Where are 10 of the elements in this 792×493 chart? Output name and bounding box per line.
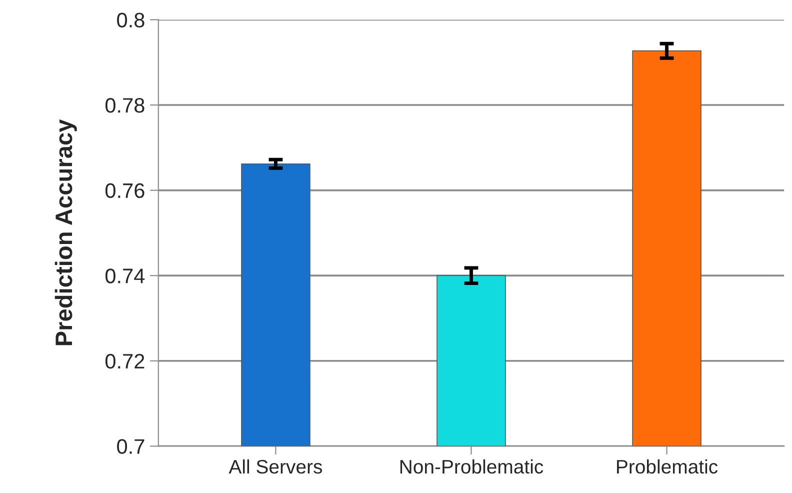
y-tick-label: 0.8 bbox=[117, 12, 144, 28]
y-tick-label: 0.74 bbox=[105, 268, 145, 284]
y-tick-label: 0.76 bbox=[105, 183, 144, 198]
x-tick-label: Non-Problematic bbox=[400, 459, 544, 474]
y-tick-label: 0.72 bbox=[105, 354, 144, 369]
x-tick-label: Problematic bbox=[617, 459, 718, 474]
y-axis-title: Prediction Accuracy bbox=[54, 119, 77, 346]
y-tick-label: 0.7 bbox=[117, 439, 144, 454]
x-tick-label: All Servers bbox=[228, 459, 322, 474]
y-tick-label: 0.78 bbox=[105, 98, 144, 113]
